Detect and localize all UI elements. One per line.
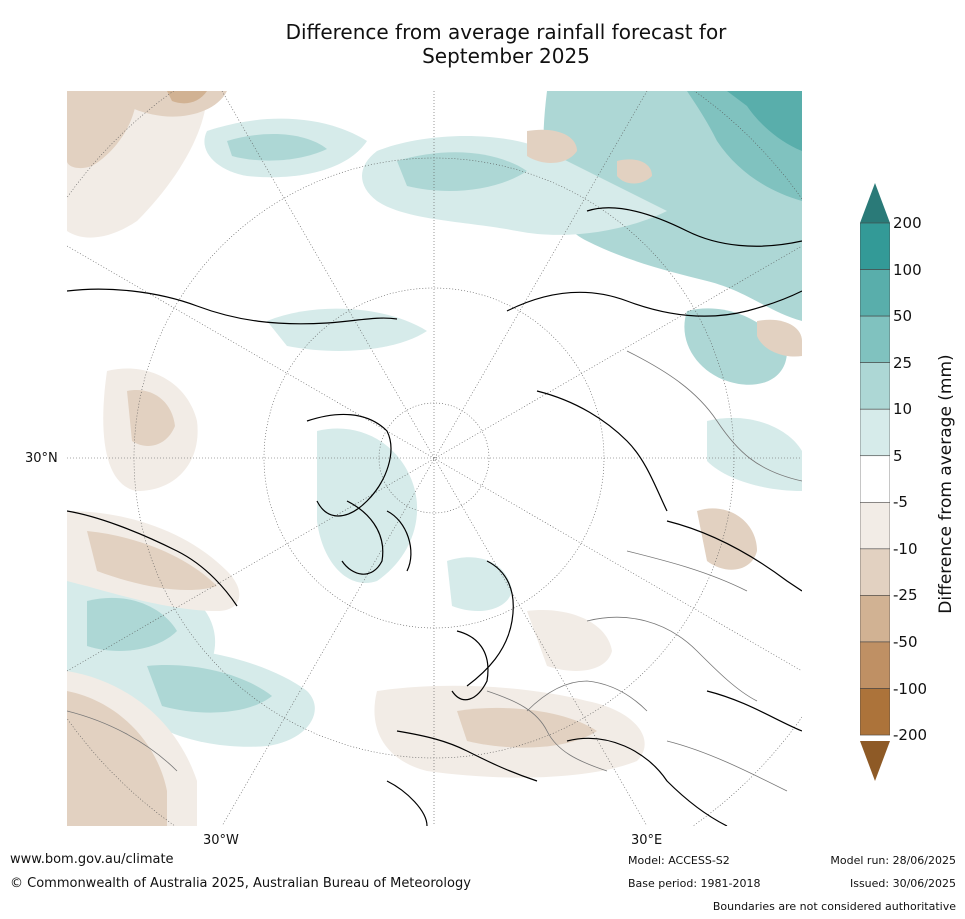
coastlines xyxy=(67,207,802,826)
longitude-label-30e: 30°E xyxy=(631,833,663,848)
footer-base-period: Base period: 1981-2018 xyxy=(628,877,761,890)
colorbar-upper-triangle xyxy=(860,183,890,223)
footer-model: Model: ACCESS-S2 xyxy=(628,854,730,867)
colorbar-cell--5_5 xyxy=(860,455,890,503)
colorbar-cell--10_-5 xyxy=(860,501,890,550)
colorbar-tick-label: -10 xyxy=(893,539,918,558)
title-line-1: Difference from average rainfall forecas… xyxy=(285,20,727,44)
footer-model-run: Model run: 28/06/2025 xyxy=(830,854,956,867)
colorbar-cell-50_100 xyxy=(860,269,890,317)
colorbar-title: Difference from average (mm) xyxy=(936,354,956,614)
colorbar-tick-label: -100 xyxy=(893,679,928,698)
footer-issued: Issued: 30/06/2025 xyxy=(849,877,956,890)
map-title: Difference from average rainfall forecas… xyxy=(200,20,812,68)
colorbar-tick-label: -50 xyxy=(893,632,918,651)
colorbar-cell-25_50 xyxy=(860,315,890,363)
colorbar-cell-10_25 xyxy=(860,362,890,410)
footer-website[interactable]: www.bom.gov.au/climate xyxy=(10,852,174,867)
colorbar xyxy=(860,183,890,781)
colorbar-lower-triangle xyxy=(860,741,890,781)
map-svg xyxy=(67,91,802,826)
colorbar-tick-label: -25 xyxy=(893,586,918,605)
dry-anomaly-regions xyxy=(67,91,802,826)
colorbar-tick-label: -5 xyxy=(893,493,908,512)
colorbar-cells xyxy=(860,222,890,736)
country-borders xyxy=(67,350,802,792)
footer-disclaimer: Boundaries are not considered authoritat… xyxy=(712,900,956,913)
rainfall-map xyxy=(67,91,802,826)
colorbar-tick-label: -200 xyxy=(893,726,928,745)
colorbar-tick-label: 200 xyxy=(893,214,922,232)
graticule xyxy=(67,91,802,826)
wet-anomaly-regions xyxy=(67,91,802,747)
latitude-label-30n: 30°N xyxy=(25,451,58,466)
colorbar-tick-label: 10 xyxy=(893,400,913,419)
colorbar-cell--25_-10 xyxy=(860,548,890,596)
colorbar-cell--50_-25 xyxy=(860,595,890,643)
colorbar-tick-label: 50 xyxy=(893,307,913,326)
colorbar-tick-label: 5 xyxy=(893,446,903,465)
colorbar-cell-5_10 xyxy=(860,408,890,457)
colorbar-cell--200_-100 xyxy=(860,688,890,736)
colorbar-tick-label: 100 xyxy=(893,260,922,279)
colorbar-cell--100_-50 xyxy=(860,641,890,689)
footer-copyright: © Commonwealth of Australia 2025, Austra… xyxy=(10,876,471,891)
longitude-label-30w: 30°W xyxy=(203,833,239,848)
colorbar-tick-label: 25 xyxy=(893,353,913,372)
colorbar-cell-100_200 xyxy=(860,222,890,270)
title-line-2: September 2025 xyxy=(422,44,590,68)
